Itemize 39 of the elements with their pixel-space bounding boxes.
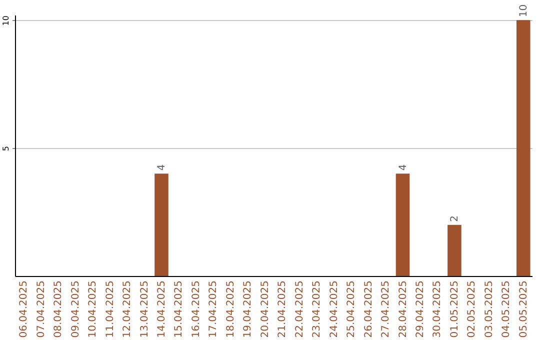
- x-tick-label: 03.05.2025: [484, 280, 495, 338]
- bar: [448, 224, 462, 276]
- data-label: 10: [518, 4, 530, 18]
- x-tick-label: 06.04.2025: [18, 280, 30, 338]
- bar: [396, 174, 410, 276]
- x-tick-label: 01.05.2025: [449, 280, 460, 338]
- x-tick-label: 28.04.2025: [398, 280, 409, 338]
- x-tick-label: 15.04.2025: [174, 280, 185, 338]
- x-tick-label: 17.04.2025: [208, 280, 220, 338]
- bar: [516, 20, 530, 276]
- x-tick-label: 07.04.2025: [36, 280, 47, 338]
- x-tick-label: 11.04.2025: [104, 280, 116, 338]
- x-tick-label: 25.04.2025: [346, 280, 358, 338]
- x-tick-label: 09.04.2025: [70, 280, 82, 338]
- x-tick-label: 23.04.2025: [312, 280, 323, 338]
- x-tick-label: 18.04.2025: [225, 280, 236, 338]
- x-tick-label: 24.04.2025: [328, 280, 340, 338]
- x-tick-label: 13.04.2025: [139, 280, 150, 338]
- x-tick-label: 21.04.2025: [277, 280, 288, 338]
- x-tick-label: 08.04.2025: [53, 280, 64, 338]
- x-tick-label: 16.04.2025: [190, 280, 202, 338]
- x-tick-label: 05.05.2025: [518, 280, 530, 338]
- data-label: 2: [449, 215, 460, 222]
- x-tick-label: 04.05.2025: [501, 280, 512, 338]
- bar: [154, 174, 168, 276]
- x-tick-label: 27.04.2025: [380, 280, 392, 338]
- x-tick-label: 14.04.2025: [156, 280, 168, 338]
- x-tick-label: 20.04.2025: [260, 280, 271, 338]
- data-label: 4: [398, 164, 409, 171]
- x-tick-label: 19.04.2025: [242, 280, 254, 338]
- data-label: 4: [156, 164, 168, 171]
- x-tick-label: 26.04.2025: [363, 280, 374, 338]
- x-tick-label: 12.04.2025: [122, 280, 134, 338]
- x-tick-label: 30.04.2025: [432, 280, 444, 338]
- x-tick-label: 22.04.2025: [294, 280, 306, 338]
- x-tick-label: 02.05.2025: [466, 280, 478, 338]
- x-tick-label: 29.04.2025: [414, 280, 426, 338]
- x-tick-label: 10.04.2025: [88, 280, 99, 338]
- y-tick-label: 5: [2, 146, 10, 152]
